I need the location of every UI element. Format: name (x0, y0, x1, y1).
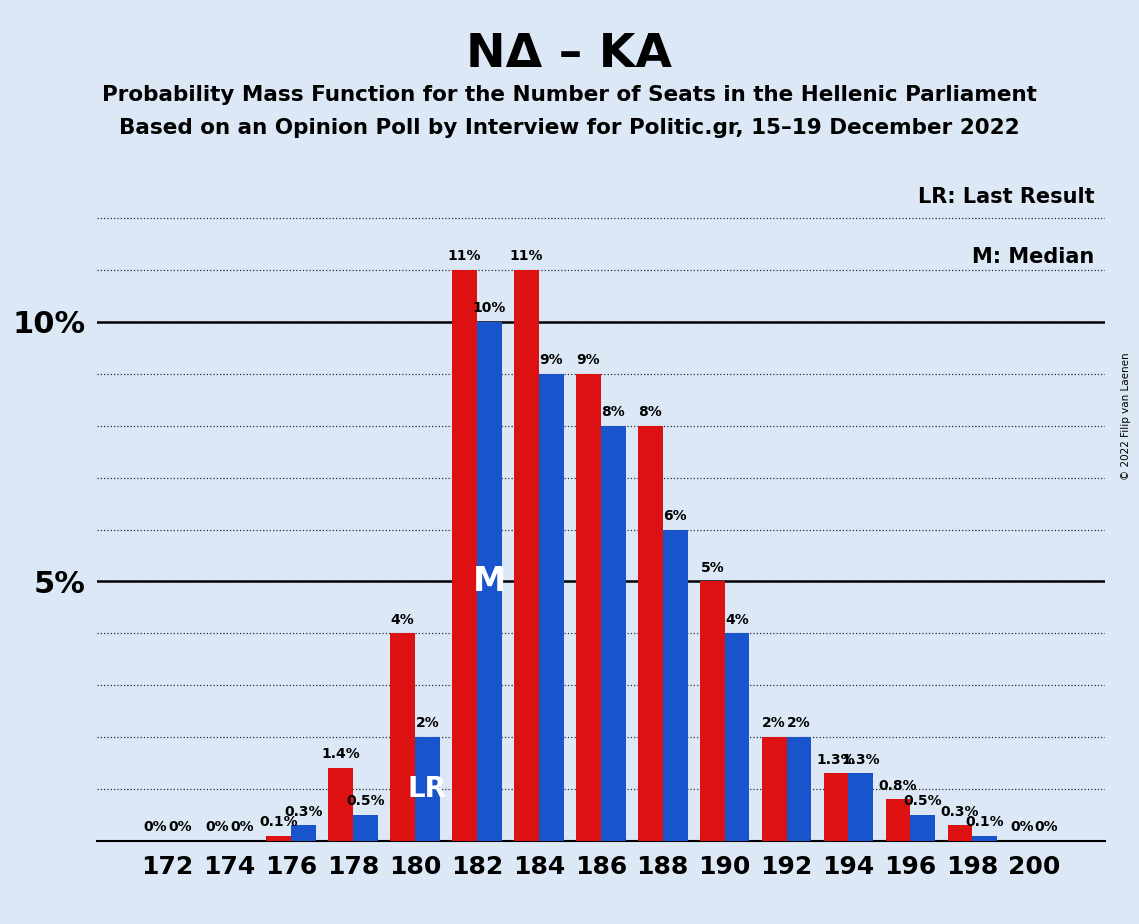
Bar (663, 529, 688, 841)
Bar (699, 581, 724, 841)
Bar (886, 799, 910, 841)
Bar (267, 835, 292, 841)
Text: 0.5%: 0.5% (903, 794, 942, 808)
Text: 1.4%: 1.4% (321, 748, 360, 761)
Text: 0.5%: 0.5% (346, 794, 385, 808)
Bar (724, 633, 749, 841)
Bar (477, 322, 502, 841)
Text: 5%: 5% (700, 561, 724, 575)
Text: 6%: 6% (663, 509, 687, 523)
Text: 0.8%: 0.8% (878, 779, 917, 793)
Bar (391, 633, 415, 841)
Text: 10%: 10% (473, 301, 506, 315)
Text: 1.3%: 1.3% (842, 753, 880, 767)
Bar (452, 270, 477, 841)
Text: 4%: 4% (391, 613, 415, 626)
Text: NΔ – KA: NΔ – KA (467, 32, 672, 78)
Text: LR: LR (408, 775, 446, 803)
Text: 0%: 0% (167, 821, 191, 834)
Bar (948, 825, 973, 841)
Text: 2%: 2% (762, 716, 786, 730)
Text: M: Median: M: Median (973, 248, 1095, 267)
Bar (973, 835, 997, 841)
Text: Based on an Opinion Poll by Interview for Politic.gr, 15–19 December 2022: Based on an Opinion Poll by Interview fo… (120, 118, 1019, 139)
Text: 0%: 0% (205, 821, 229, 834)
Text: M: M (473, 565, 506, 598)
Text: 0.1%: 0.1% (966, 815, 1003, 829)
Text: 0%: 0% (1010, 821, 1034, 834)
Bar (600, 426, 625, 841)
Bar (762, 737, 787, 841)
Text: 4%: 4% (726, 613, 749, 626)
Text: 8%: 8% (639, 405, 662, 419)
Text: 2%: 2% (787, 716, 811, 730)
Text: 0.3%: 0.3% (285, 805, 322, 819)
Text: 11%: 11% (510, 249, 543, 263)
Text: 0%: 0% (1035, 821, 1058, 834)
Text: © 2022 Filip van Laenen: © 2022 Filip van Laenen (1121, 352, 1131, 480)
Bar (849, 773, 874, 841)
Text: 0%: 0% (144, 821, 166, 834)
Text: 11%: 11% (448, 249, 482, 263)
Text: LR: Last Result: LR: Last Result (918, 187, 1095, 207)
Text: 0.3%: 0.3% (941, 805, 980, 819)
Bar (787, 737, 811, 841)
Bar (415, 737, 440, 841)
Text: 8%: 8% (601, 405, 625, 419)
Bar (638, 426, 663, 841)
Bar (328, 768, 353, 841)
Text: 9%: 9% (540, 353, 563, 367)
Text: 0.1%: 0.1% (260, 815, 298, 829)
Text: 1.3%: 1.3% (817, 753, 855, 767)
Text: Probability Mass Function for the Number of Seats in the Hellenic Parliament: Probability Mass Function for the Number… (103, 85, 1036, 105)
Bar (514, 270, 539, 841)
Bar (292, 825, 316, 841)
Text: 0%: 0% (230, 821, 254, 834)
Text: 9%: 9% (576, 353, 600, 367)
Bar (910, 815, 935, 841)
Bar (576, 374, 601, 841)
Bar (823, 773, 849, 841)
Bar (539, 374, 564, 841)
Text: 2%: 2% (416, 716, 440, 730)
Bar (353, 815, 378, 841)
